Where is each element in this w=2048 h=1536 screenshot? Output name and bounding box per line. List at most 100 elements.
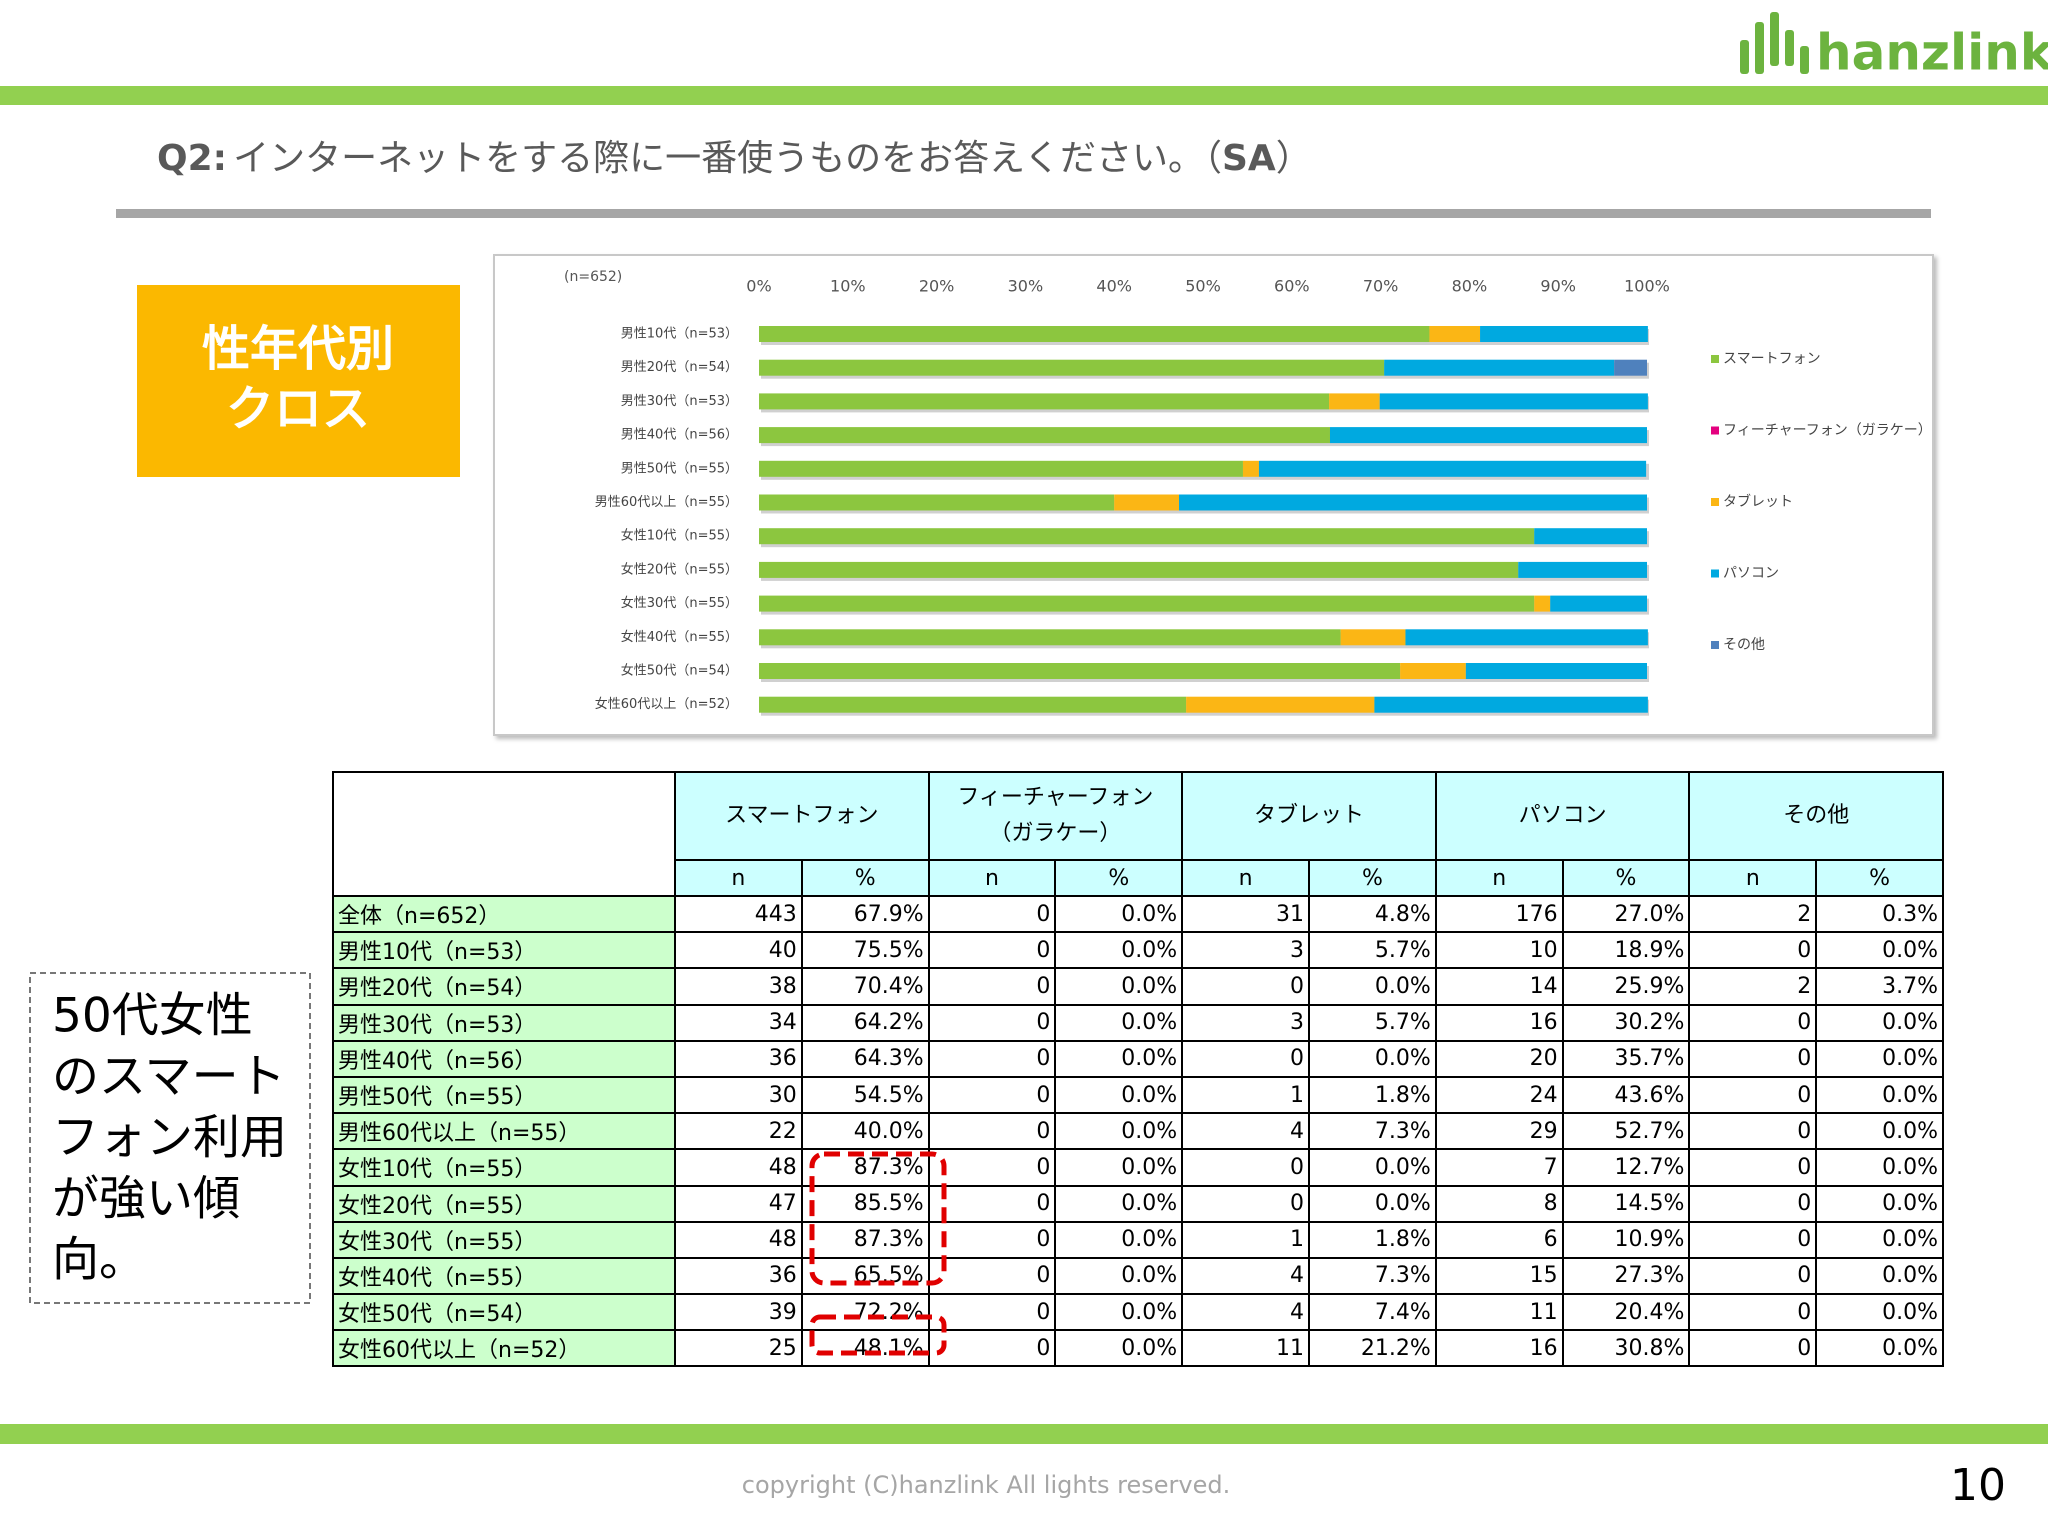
- subheader-cell: n: [1181, 859, 1310, 897]
- row-label: 男性40代（n=56）: [332, 1039, 676, 1078]
- header-line: スマートフォン: [725, 803, 879, 828]
- table-cell: 0.0%: [1815, 1003, 1945, 1042]
- x-tick-label: 20%: [919, 277, 955, 296]
- table-cell: 16: [1434, 1329, 1564, 1368]
- bar-segment: [759, 359, 1385, 376]
- table-cell: 36: [674, 1256, 803, 1296]
- subheader-row: n% n% n% n% n%: [333, 859, 1945, 897]
- table-cell: 0: [927, 931, 1057, 970]
- table-cell: 1.8%: [1307, 1220, 1437, 1259]
- table-row: 女性40代（n=55） 36 65.5% 0 0.0% 4 7.3% 15 27.3% 0 0.0%: [332, 1256, 1945, 1296]
- row-label: 女性20代（n=55）: [332, 1184, 676, 1223]
- table-cell: 0: [1688, 931, 1818, 970]
- header-line: タブレット: [1253, 803, 1364, 828]
- table-cell: 18.9%: [1561, 931, 1691, 970]
- logo-text: hanzlink: [1816, 24, 2048, 82]
- table-cell: 0.0%: [1054, 1293, 1184, 1332]
- logo-icon: [1740, 12, 1809, 74]
- table-cell: 10.9%: [1561, 1220, 1691, 1259]
- category-label: 女性10代（n=55）: [621, 528, 738, 544]
- table-cell: 24: [1434, 1075, 1564, 1115]
- table-cell: 20: [1434, 1039, 1564, 1078]
- bar-segment: [1465, 663, 1647, 679]
- table-cell: 0: [927, 1220, 1057, 1259]
- table-cell: 0: [1688, 1184, 1818, 1223]
- header-cell: パソコン: [1434, 771, 1691, 861]
- callout-text: フォン利用: [52, 1111, 287, 1166]
- table-cell: 25.9%: [1561, 967, 1691, 1006]
- table-cell: 0: [927, 967, 1057, 1006]
- legend-swatch: [1711, 498, 1719, 506]
- table-cell: 0.0%: [1815, 1329, 1945, 1368]
- table-cell: 0.0%: [1815, 1112, 1945, 1151]
- table-cell: 20.4%: [1561, 1293, 1691, 1332]
- bar-segment: [1534, 528, 1647, 545]
- bar-segment: [759, 629, 1341, 646]
- table-cell: 87.3%: [800, 1220, 930, 1259]
- x-tick-label: 60%: [1274, 277, 1310, 296]
- bar-segment: [759, 663, 1401, 679]
- legend-swatch: [1711, 641, 1719, 649]
- table-cell: 14.5%: [1561, 1184, 1691, 1223]
- table-cell: 47: [674, 1184, 803, 1223]
- header-cell: フィーチャーフォン （ガラケー）: [927, 771, 1184, 861]
- category-label: 女性60代以上（n=52）: [595, 696, 738, 712]
- table-cell: 0.0%: [1815, 1220, 1945, 1259]
- table-cell: 0.0%: [1815, 1184, 1945, 1223]
- table-cell: 0: [1181, 1148, 1310, 1187]
- callout-text: 向。: [52, 1233, 146, 1288]
- table-cell: 7.4%: [1307, 1293, 1437, 1332]
- bar-segment: [1179, 494, 1647, 511]
- table-cell: 7.3%: [1307, 1112, 1437, 1151]
- x-tick-label: 0%: [746, 277, 771, 296]
- table-cell: 1: [1181, 1220, 1310, 1259]
- header-line: その他: [1783, 803, 1850, 828]
- table-cell: 6: [1434, 1220, 1564, 1259]
- table-cell: 27.0%: [1561, 894, 1691, 934]
- table-cell: 85.5%: [800, 1184, 930, 1223]
- callout-text: が強い傾: [52, 1172, 240, 1227]
- table-cell: 8: [1434, 1184, 1564, 1223]
- category-label: 女性30代（n=55）: [621, 595, 738, 611]
- data-table: スマートフォン フィーチャーフォン （ガラケー） タブレット パソコン その他 n% n% n%…: [332, 771, 1945, 1368]
- table-cell: 0: [1688, 1075, 1818, 1115]
- legend-label: スマートフォン: [1723, 351, 1821, 367]
- table-cell: 39: [674, 1293, 803, 1332]
- legend-label: フィーチャーフォン（ガラケー）: [1723, 423, 1932, 439]
- table-cell: 0.0%: [1307, 1039, 1437, 1078]
- bar-segment: [1518, 561, 1647, 578]
- bar-segment: [1379, 393, 1648, 410]
- table-cell: 14: [1434, 967, 1564, 1006]
- table-cell: 443: [674, 894, 803, 934]
- x-tick-label: 10%: [830, 277, 866, 296]
- table-cell: 72.2%: [800, 1293, 930, 1332]
- callout-text: 50代女性: [52, 989, 253, 1044]
- table-cell: 3: [1181, 931, 1310, 970]
- row-label: 女性50代（n=54）: [332, 1293, 676, 1332]
- legend-swatch: [1711, 426, 1719, 435]
- chart-note: (n=652): [564, 269, 622, 285]
- bar-segment: [759, 393, 1330, 410]
- table-row: 女性50代（n=54） 39 72.2% 0 0.0% 4 7.4% 11 20.4% 0 0.0%: [332, 1293, 1945, 1332]
- table-row: 男性40代（n=56） 36 64.3% 0 0.0% 0 0.0% 20 35.7% 0 0.0%: [332, 1039, 1945, 1078]
- page-number: 10: [1950, 1460, 2006, 1511]
- table-cell: 30: [674, 1075, 803, 1115]
- table-cell: 0: [927, 894, 1057, 934]
- header-line: フィーチャーフォン: [957, 785, 1154, 810]
- table-cell: 64.3%: [800, 1039, 930, 1078]
- badge: [137, 285, 460, 477]
- row-label: 女性30代（n=55）: [332, 1220, 676, 1259]
- bar-segment: [1400, 663, 1466, 679]
- table-cell: 4.8%: [1307, 894, 1437, 934]
- table-cell: 0: [1688, 1148, 1818, 1187]
- table-cell: 0.0%: [1054, 1039, 1184, 1078]
- table-cell: 0: [927, 1148, 1057, 1187]
- header-cell: タブレット: [1181, 771, 1437, 861]
- table-cell: 29: [1434, 1112, 1564, 1151]
- table-cell: 27.3%: [1561, 1256, 1691, 1296]
- table-cell: 43.6%: [1561, 1075, 1691, 1115]
- table-cell: 30.8%: [1561, 1329, 1691, 1368]
- bar-segment: [759, 696, 1187, 713]
- table-cell: 0: [1181, 1039, 1310, 1078]
